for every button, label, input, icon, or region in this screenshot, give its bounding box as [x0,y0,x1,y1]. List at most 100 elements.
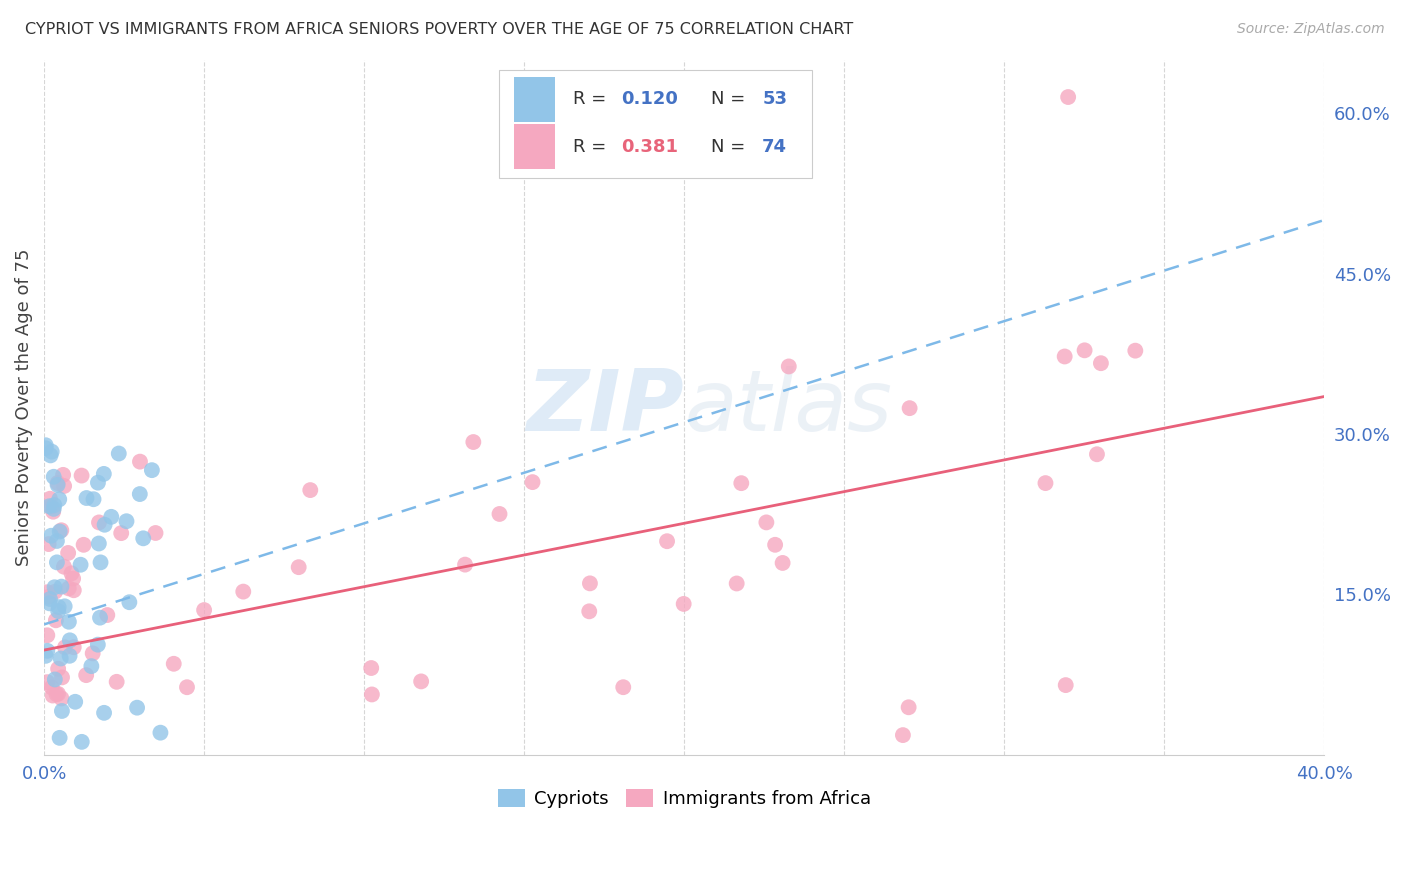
Point [82,646,104,660]
Point [897,700,920,714]
Point [37,585,59,599]
Text: 0.381: 0.381 [621,137,679,155]
Point [45,533,67,548]
Text: CYPRIOT VS IMMIGRANTS FROM AFRICA SENIORS POVERTY OVER THE AGE OF 75 CORRELATION: CYPRIOT VS IMMIGRANTS FROM AFRICA SENIOR… [25,22,853,37]
Point [110,526,132,541]
Point [100,509,122,524]
Point [360,688,382,702]
Text: R =: R = [572,137,612,155]
Point [83,492,105,507]
Point [522,475,544,489]
Legend: Cypriots, Immigrants from Africa: Cypriots, Immigrants from Africa [491,781,877,815]
Point [755,516,778,530]
Point [39,529,62,543]
Point [193,603,215,617]
Point [52,467,75,482]
Point [772,556,794,570]
Point [87,516,110,530]
Point [1090,356,1112,370]
Point [299,483,322,497]
Point [38,537,60,551]
Point [59,633,82,648]
Point [58,615,80,629]
Point [1123,343,1146,358]
Point [93,517,115,532]
FancyBboxPatch shape [513,124,555,169]
Point [579,576,602,591]
Point [778,359,800,374]
Point [46,687,69,701]
Point [41,689,63,703]
Point [62,583,84,598]
Point [39,500,62,514]
Point [42,501,65,516]
Text: Source: ZipAtlas.com: Source: ZipAtlas.com [1237,22,1385,37]
Text: N =: N = [711,90,751,108]
Point [1054,678,1077,692]
Point [107,446,129,460]
Point [411,674,433,689]
Point [45,613,67,627]
Text: atlas: atlas [685,366,893,449]
Point [49,651,72,665]
Point [46,475,69,490]
Point [53,640,76,655]
Point [898,401,921,416]
Point [52,559,75,574]
Point [39,592,62,607]
Point [87,536,110,550]
Point [93,467,115,481]
Point [730,476,752,491]
Point [463,435,485,450]
Point [44,498,66,512]
Text: N =: N = [711,137,751,155]
Point [53,479,76,493]
Point [51,670,73,684]
Point [69,558,91,572]
Point [145,526,167,541]
Point [37,628,59,642]
Point [48,600,70,615]
Point [44,580,66,594]
Point [149,725,172,739]
Point [891,728,914,742]
Point [39,449,62,463]
Point [89,610,111,624]
FancyBboxPatch shape [513,77,555,122]
Point [725,576,748,591]
Point [51,580,73,594]
Point [488,507,510,521]
Point [87,475,110,490]
Point [60,566,83,581]
Point [53,599,76,614]
Point [90,555,112,569]
Text: ZIP: ZIP [526,366,685,449]
Point [58,648,80,663]
Point [118,595,141,609]
Text: 53: 53 [762,90,787,108]
Point [35,438,58,452]
Point [96,608,118,623]
Point [1073,343,1095,358]
Point [72,538,94,552]
Text: R =: R = [572,90,612,108]
Point [141,463,163,477]
Point [76,491,98,505]
Point [129,455,152,469]
Point [48,524,70,539]
Point [41,444,63,458]
Point [70,468,93,483]
Point [1085,447,1108,461]
Point [48,492,70,507]
Point [62,572,84,586]
Point [80,659,103,673]
Point [38,596,60,610]
Point [1053,350,1076,364]
Point [287,560,309,574]
Point [35,442,58,456]
Point [115,514,138,528]
Point [48,731,70,745]
Point [58,582,80,596]
Point [51,704,73,718]
Point [360,661,382,675]
